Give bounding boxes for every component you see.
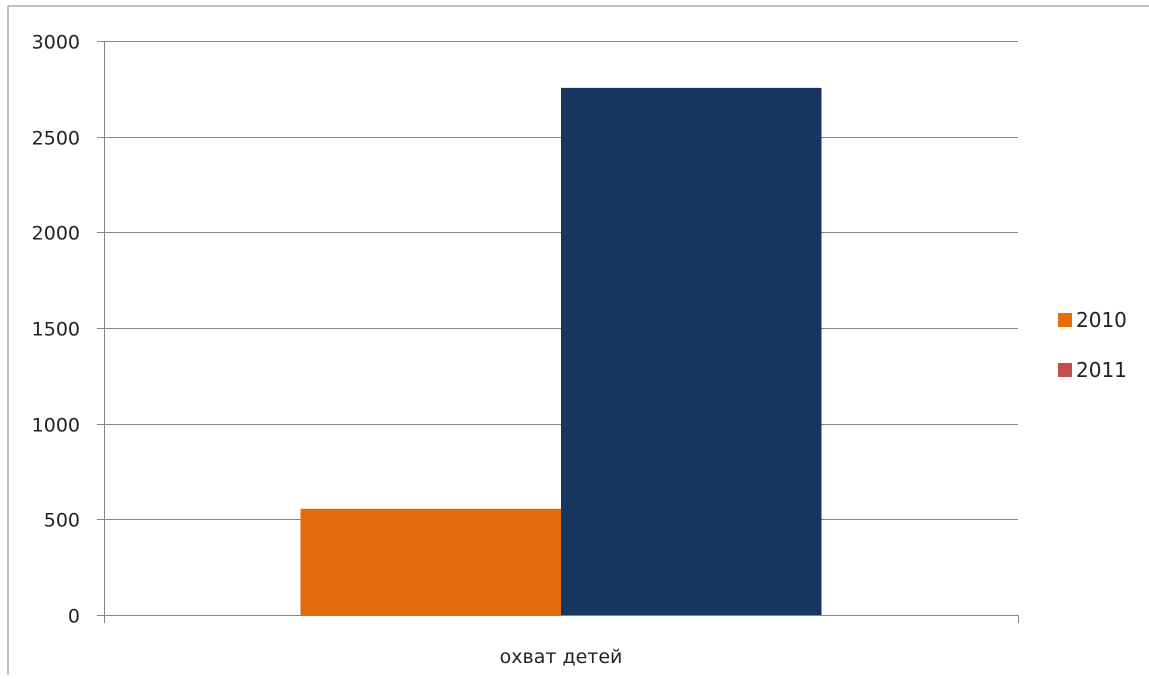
y-tick-label-0: 0 bbox=[68, 606, 80, 628]
legend-swatch-2010 bbox=[1058, 313, 1072, 327]
x-category-label-0: охват детей bbox=[500, 646, 623, 668]
legend-swatch-2011 bbox=[1058, 363, 1072, 377]
y-tick-label-1000: 1000 bbox=[32, 415, 80, 437]
axes bbox=[97, 41, 1019, 623]
x-axis-category-labels: охват детей bbox=[500, 646, 623, 668]
y-tick-label-2500: 2500 bbox=[32, 128, 80, 150]
y-tick-label-1500: 1500 bbox=[32, 319, 80, 341]
y-tick-label-3000: 3000 bbox=[32, 32, 80, 54]
y-tick-label-2000: 2000 bbox=[32, 223, 80, 245]
y-tick-label-500: 500 bbox=[44, 510, 80, 532]
bars bbox=[300, 87, 822, 616]
legend-label-2011: 2011 bbox=[1076, 358, 1127, 382]
legend: 2010 2011 bbox=[1058, 308, 1127, 382]
bar-2010-0 bbox=[300, 508, 561, 615]
legend-label-2010: 2010 bbox=[1076, 308, 1127, 332]
y-axis-tick-labels: 0 500 1000 1500 2000 2500 3000 bbox=[32, 32, 80, 628]
bar-2011-0 bbox=[561, 87, 822, 616]
